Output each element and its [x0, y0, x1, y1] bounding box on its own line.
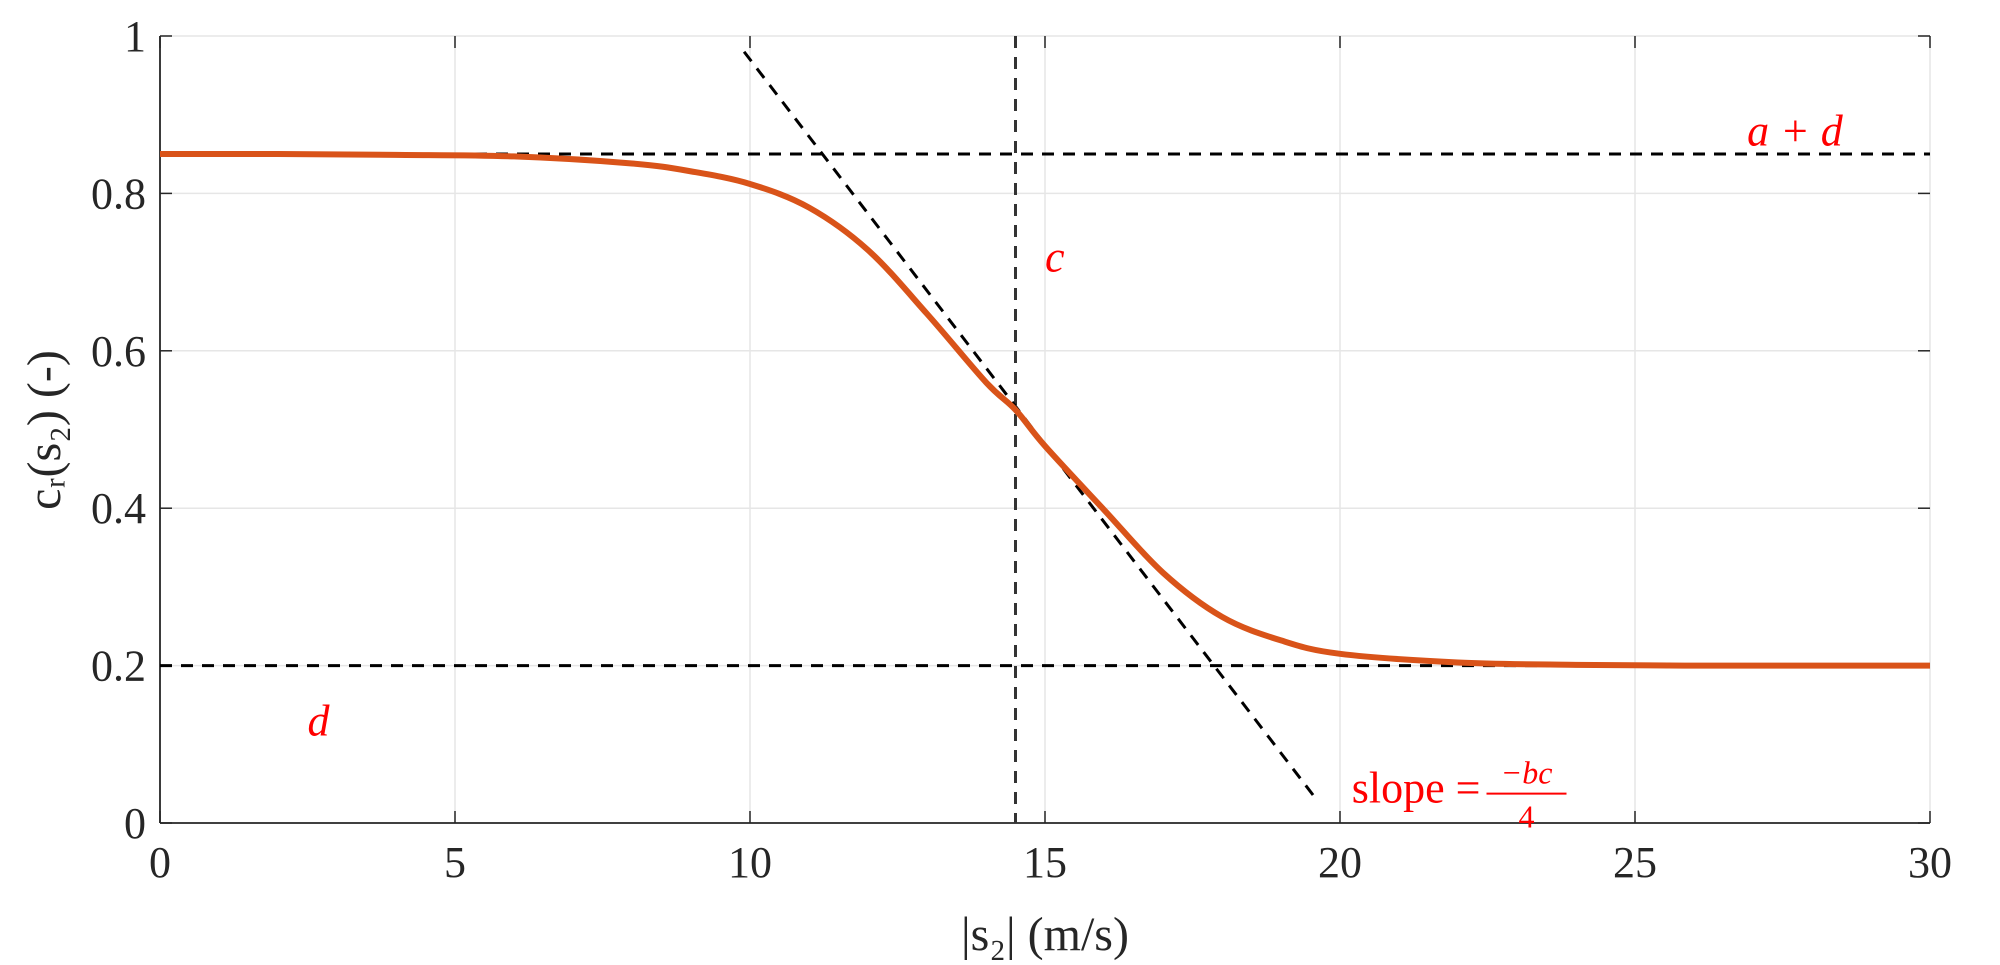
tick-labels: 0 5 10 15 20 25 30 0 0.2 0.4 0.6 0.8 1 [91, 12, 1952, 887]
y-tick-label: 0.4 [91, 484, 146, 533]
series-group [159, 150, 1930, 669]
x-tick-label: 5 [444, 838, 466, 887]
y-tick-label: 1 [124, 12, 146, 61]
x-axis-label: |s₂| (m/s) [961, 908, 1129, 961]
axes [159, 35, 1931, 824]
annotation-text: a + d [1747, 106, 1844, 155]
y-tick-label: 0.2 [91, 642, 146, 691]
annotations: a + d c d slope = −bc 4 [308, 106, 1844, 834]
y-tick-label: 0.8 [91, 169, 146, 218]
y-tick-label: 0 [124, 799, 146, 848]
annotation-text: c [1045, 232, 1065, 281]
slope-fraction-numerator: −bc [1501, 755, 1553, 791]
slope-fraction-denominator: 4 [1519, 799, 1535, 835]
x-tick-label: 0 [149, 838, 171, 887]
x-tick-label: 20 [1318, 838, 1362, 887]
y-axis-label: cᵣ(s₂) (-) [18, 350, 71, 510]
x-tick-label: 30 [1908, 838, 1952, 887]
series-line [159, 150, 1930, 669]
annotation-text: d [308, 697, 331, 746]
y-tick-label: 0.6 [91, 327, 146, 376]
x-tick-label: 15 [1023, 838, 1067, 887]
x-tick-label: 25 [1613, 838, 1657, 887]
x-tick-label: 10 [728, 838, 772, 887]
annotation-text: slope = [1352, 764, 1481, 813]
